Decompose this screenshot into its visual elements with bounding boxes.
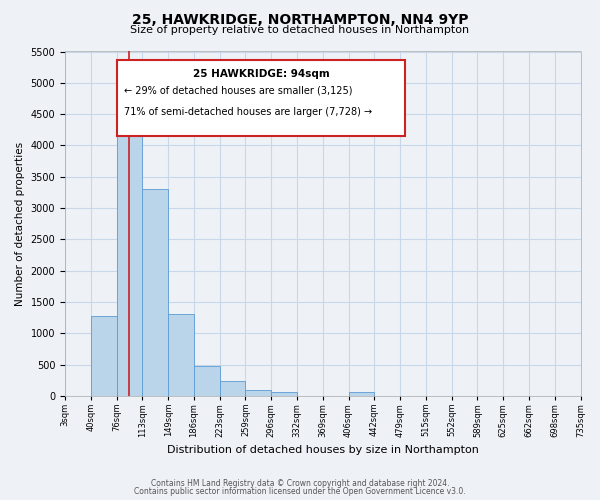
Text: 25, HAWKRIDGE, NORTHAMPTON, NN4 9YP: 25, HAWKRIDGE, NORTHAMPTON, NN4 9YP [132,12,468,26]
Text: 25 HAWKRIDGE: 94sqm: 25 HAWKRIDGE: 94sqm [193,68,329,78]
Bar [116,126,142,396]
Text: ← 29% of detached houses are smaller (3,125): ← 29% of detached houses are smaller (3,… [124,86,353,96]
Text: Contains public sector information licensed under the Open Government Licence v3: Contains public sector information licen… [134,487,466,496]
Bar [168,314,194,396]
Bar [91,316,116,396]
Bar [220,381,245,396]
Text: Size of property relative to detached houses in Northampton: Size of property relative to detached ho… [130,25,470,35]
FancyBboxPatch shape [116,60,405,136]
Bar [194,366,220,396]
Bar [271,392,297,396]
Text: 71% of semi-detached houses are larger (7,728) →: 71% of semi-detached houses are larger (… [124,106,373,117]
Y-axis label: Number of detached properties: Number of detached properties [15,142,25,306]
Bar [142,189,168,396]
X-axis label: Distribution of detached houses by size in Northampton: Distribution of detached houses by size … [167,445,479,455]
Text: Contains HM Land Registry data © Crown copyright and database right 2024.: Contains HM Land Registry data © Crown c… [151,478,449,488]
Bar [349,392,374,396]
Bar [245,390,271,396]
